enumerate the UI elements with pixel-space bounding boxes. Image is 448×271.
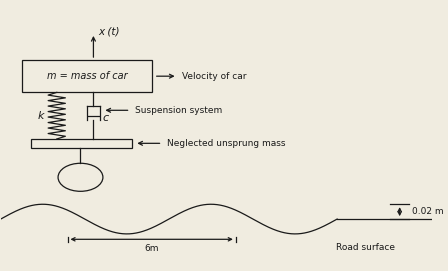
Text: m = mass of car: m = mass of car <box>47 71 127 81</box>
Text: Neglected unsprung mass: Neglected unsprung mass <box>167 139 285 148</box>
Text: Road surface: Road surface <box>336 243 395 252</box>
Text: 6m: 6m <box>144 244 159 253</box>
Bar <box>31 139 132 148</box>
Bar <box>22 60 152 92</box>
Text: 0.02 m: 0.02 m <box>412 207 444 216</box>
Text: Velocity of car: Velocity of car <box>182 72 246 81</box>
Text: x (t): x (t) <box>99 27 120 37</box>
Text: c: c <box>103 112 109 122</box>
Text: k: k <box>37 111 43 121</box>
Text: Suspension system: Suspension system <box>135 106 222 115</box>
